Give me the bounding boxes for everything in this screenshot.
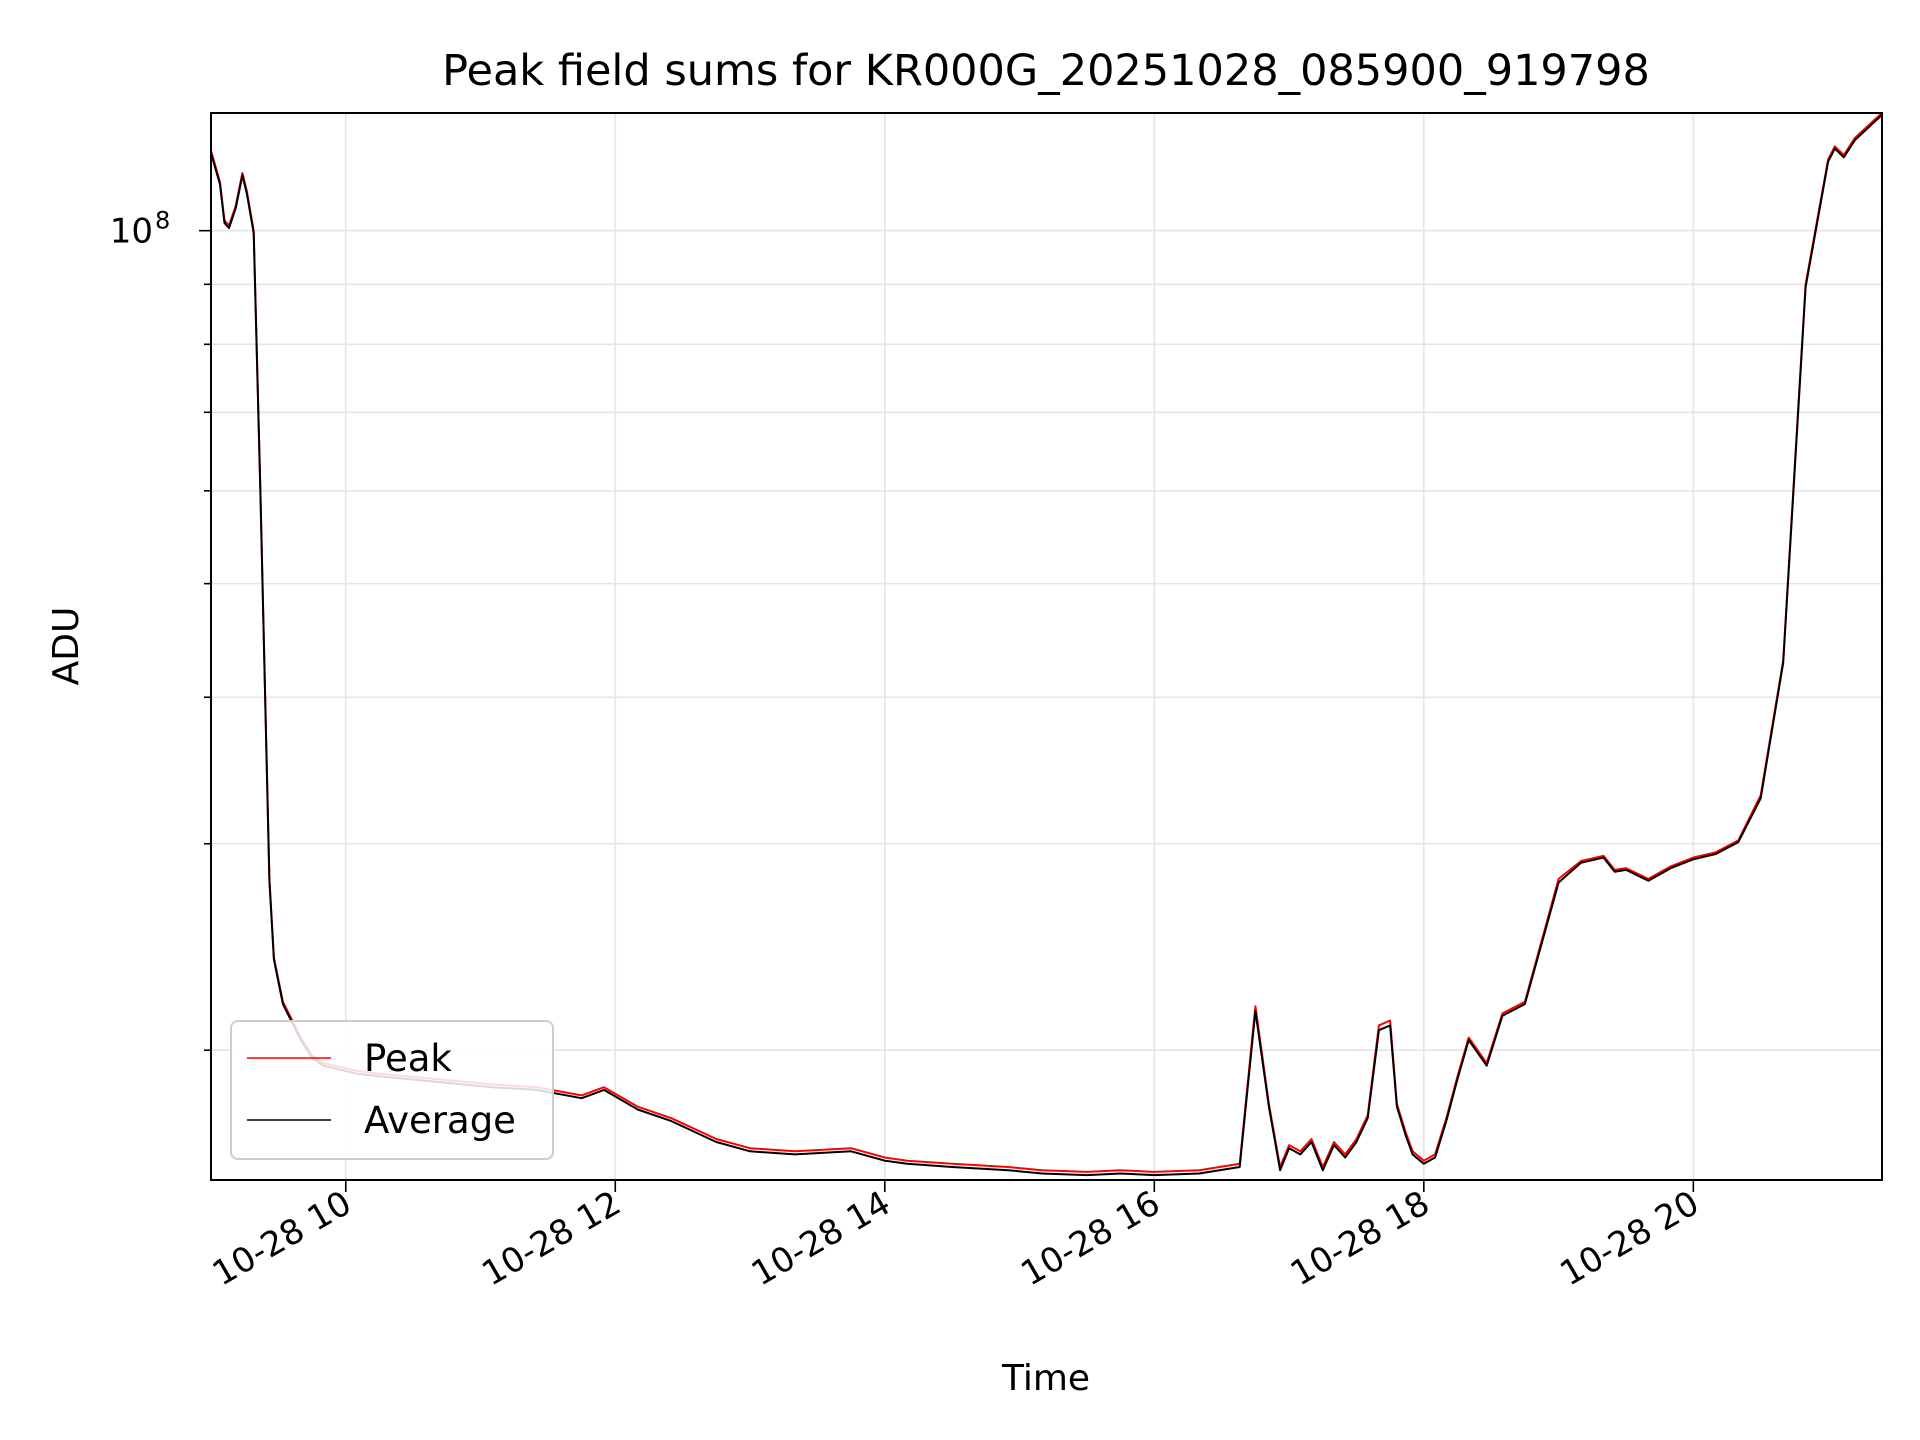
y-axis: 10 8 — [110, 207, 211, 1052]
x-axis-title: Time — [1001, 1358, 1090, 1399]
legend-label-peak: Peak — [364, 1037, 452, 1080]
legend: Peak Average — [230, 1020, 554, 1160]
y-tick-label: 10 — [110, 212, 153, 252]
y-axis-title: ADU — [46, 607, 87, 686]
legend-box — [230, 1020, 554, 1160]
plot-frame — [210, 112, 1883, 1181]
chart-title: Peak field sums for KR000G_20251028_0859… — [442, 46, 1650, 96]
legend-label-average: Average — [364, 1099, 516, 1142]
y-tick-exponent: 8 — [155, 207, 170, 235]
grid-layer — [211, 113, 1882, 1180]
